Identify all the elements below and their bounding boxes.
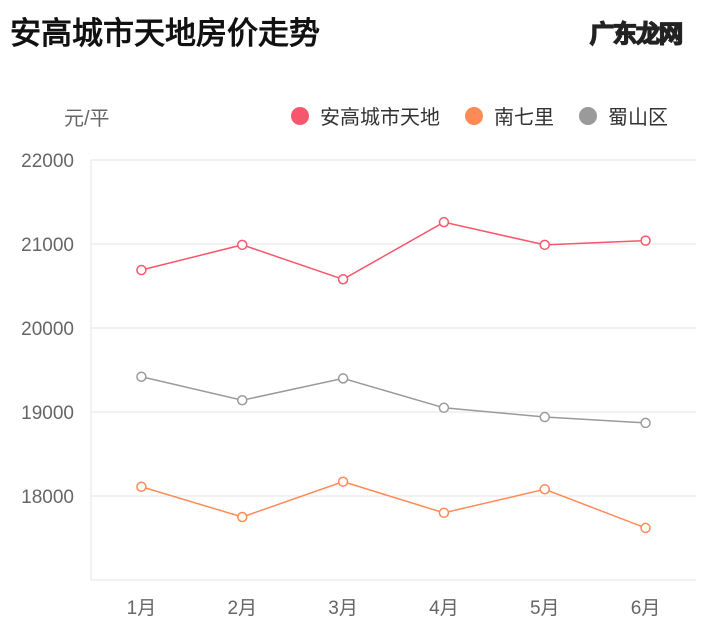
data-point <box>640 235 651 246</box>
y-axis-label: 元/平 <box>64 108 110 130</box>
y-tick-label: 22000 <box>21 151 74 172</box>
data-point <box>337 373 349 384</box>
x-tick-label: 5月 <box>530 598 560 619</box>
data-point <box>136 264 147 276</box>
y-tick-label: 19000 <box>21 403 74 424</box>
data-point <box>438 402 450 414</box>
x-tick-label: 3月 <box>328 598 358 619</box>
data-point <box>438 507 450 519</box>
data-point <box>136 481 147 493</box>
data-point <box>539 484 550 495</box>
legend-marker <box>579 107 597 125</box>
legend-label: 安高城市天地 <box>320 106 440 129</box>
y-tick-label: 20000 <box>21 319 74 340</box>
page-title: 安高城市天地房价走势 <box>10 16 320 51</box>
x-tick-label: 4月 <box>429 598 459 619</box>
x-tick-label: 6月 <box>631 598 661 619</box>
watermark: 广东龙网 <box>589 20 684 49</box>
data-point <box>337 274 349 285</box>
data-point <box>438 216 450 228</box>
data-point <box>237 511 248 523</box>
data-point <box>640 417 651 429</box>
data-point <box>539 239 550 251</box>
x-tick-label: 1月 <box>127 598 157 619</box>
y-tick-label: 21000 <box>21 235 74 256</box>
legend-label: 蜀山区 <box>608 106 668 129</box>
data-point <box>539 411 550 423</box>
legend-marker <box>465 107 483 125</box>
legend-marker <box>291 107 309 125</box>
legend-label: 南七里 <box>494 106 554 129</box>
series-line <box>141 480 646 529</box>
series-line <box>141 221 646 281</box>
x-tick-label: 2月 <box>227 598 257 619</box>
data-point <box>237 394 248 406</box>
data-point <box>337 476 349 487</box>
data-point <box>640 522 651 534</box>
data-point <box>136 371 147 382</box>
data-point <box>237 239 248 251</box>
y-tick-label: 18000 <box>21 487 74 508</box>
series-line <box>141 375 646 424</box>
